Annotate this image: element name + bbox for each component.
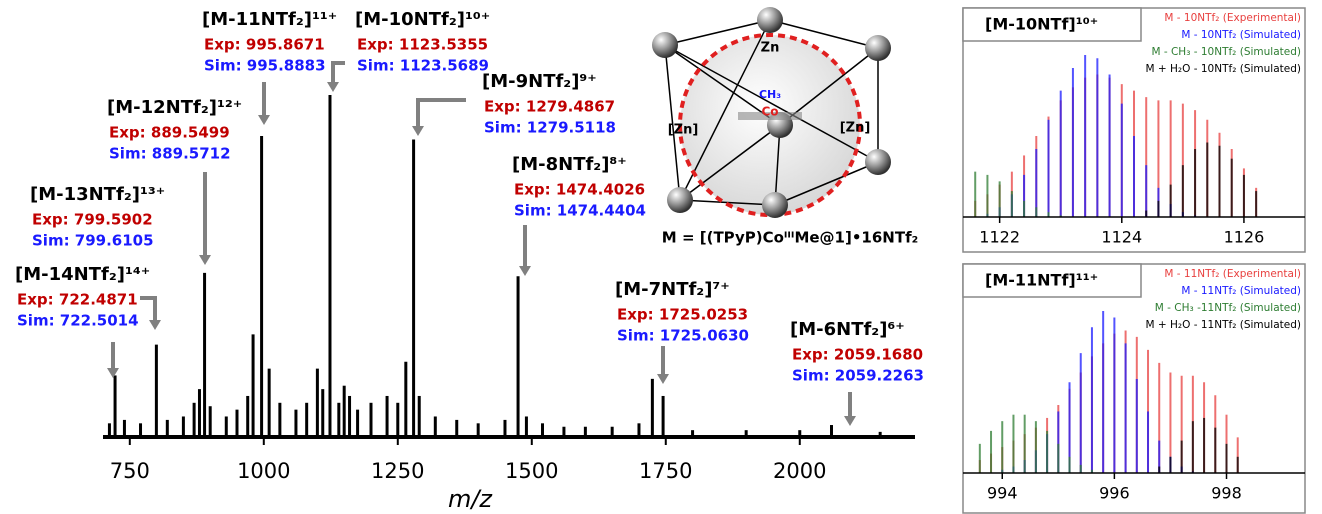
annotation-label: [M-13NTf₂]¹³⁺ [30,184,165,205]
annotation-label: [M-7NTf₂]⁷⁺ [615,279,730,300]
annotation-sim: Sim: 889.5712 [109,145,231,163]
annotation-exp: Exp: 1123.5355 [357,36,488,54]
annotation-exp: Exp: 799.5902 [32,211,153,229]
x-tick-label: 1250 [371,459,424,483]
annotation-exp: Exp: 995.8671 [204,36,325,54]
annotation-label: [M-12NTf₂]¹²⁺ [107,97,242,118]
arrow-head [327,82,339,92]
methyl-label: CH₃ [759,88,781,101]
legend-entry: M - 11NTf₂ (Experimental) [1164,268,1301,280]
legend-entry: M - 10NTf₂ (Simulated) [1181,29,1301,41]
legend-entry: M - 11NTf₂ (Simulated) [1181,285,1301,297]
legend-entry: M + H₂O - 11NTf₂ (Simulated) [1146,319,1302,331]
x-tick-label: 1124 [1101,228,1142,247]
x-tick-label: 1126 [1224,228,1265,247]
x-tick-label: 1122 [979,228,1020,247]
arrow-head [519,266,531,276]
annotation-label: [M-10NTf₂]¹⁰⁺ [355,9,490,30]
annotation-label: [M-9NTf₂]⁹⁺ [482,71,597,92]
co-label: Co [761,105,778,119]
x-tick-label: 1000 [237,459,290,483]
annotation-sim: Sim: 1474.4404 [514,202,646,220]
annotation-sim: Sim: 1725.0630 [617,327,749,345]
x-tick-label: 998 [1211,484,1242,503]
x-tick-label: 1500 [505,459,558,483]
structure-caption: M = [(TPyP)CoᴵᴵᴵMe@1]•16NTf₂ [662,229,918,247]
annotation-sim: Sim: 1279.5118 [484,119,616,137]
zn-label: [Zn] [668,123,699,138]
annotation-sim: Sim: 722.5014 [17,312,139,330]
annotation-exp: Exp: 722.4871 [17,291,138,309]
zn-label: [Zn] [840,121,871,136]
annotation-sim: Sim: 1123.5689 [357,57,489,75]
x-tick-label: 996 [1099,484,1130,503]
arrow [140,298,155,320]
annotation-label: [M-8NTf₂]⁸⁺ [512,154,627,175]
annotation-exp: Exp: 2059.1680 [792,346,923,364]
annotation-label: [M-11NTf₂]¹¹⁺ [202,9,337,30]
annotation-exp: Exp: 889.5499 [109,124,230,142]
figure: Zn [Zn] [Zn] Co CH₃ M = [(TPyP)CoᴵᴵᴵMe@1]•16N… [0,0,1322,514]
x-axis-label: m/z [448,485,493,513]
legend-entry: M - CH₃ - 10NTf₂ (Simulated) [1151,46,1301,58]
annotation-label: [M-14NTf₂]¹⁴⁺ [15,264,150,285]
inset-title: [M-11NTf]¹¹⁺ [985,271,1098,290]
arrow-head [258,115,270,125]
legend-entry: M - 10NTf₂ (Experimental) [1164,12,1301,24]
legend-entry: M + H₂O - 10NTf₂ (Simulated) [1146,63,1302,75]
arrow-head [412,126,424,136]
x-tick-label: 994 [987,484,1018,503]
x-tick-label: 1750 [639,459,692,483]
inset-title: [M-10NTf]¹⁰⁺ [985,15,1098,34]
legend-entry: M - CH₃ -11NTf₂ (Simulated) [1155,302,1301,314]
annotation-exp: Exp: 1474.4026 [514,181,645,199]
annotation-label: [M-6NTf₂]⁶⁺ [790,319,905,340]
arrow-head [107,368,119,378]
annotation-exp: Exp: 1725.0253 [617,306,748,324]
arrow-head [149,320,161,330]
arrow-head [844,416,856,426]
annotation-sim: Sim: 2059.2263 [792,367,924,385]
arrow [333,63,345,82]
x-tick-label: 750 [110,459,150,483]
annotation-sim: Sim: 995.8883 [204,57,326,75]
zn-label: Zn [761,41,780,56]
arrow [418,100,466,126]
annotation-exp: Exp: 1279.4867 [484,98,615,116]
annotation-sim: Sim: 799.6105 [32,232,154,250]
x-tick-label: 2000 [773,459,826,483]
arrow-head [657,374,669,384]
arrow-head [199,255,211,265]
